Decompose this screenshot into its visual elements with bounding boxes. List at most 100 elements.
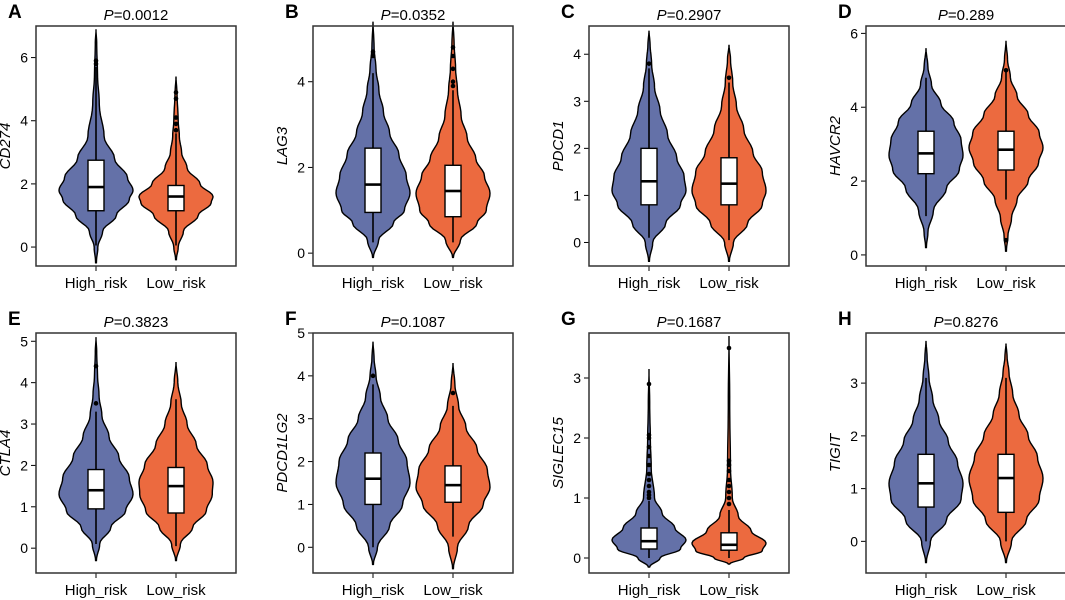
p-value-title: P=0.8276 bbox=[934, 314, 999, 331]
outlier-point bbox=[1003, 68, 1009, 73]
p-value-title: P=0.1087 bbox=[381, 314, 446, 331]
y-tick-label: 0 bbox=[20, 239, 28, 255]
y-tick-label: 4 bbox=[20, 375, 28, 391]
y-tick-label: 3 bbox=[850, 375, 858, 391]
box bbox=[720, 532, 738, 551]
y-tick-label: 2 bbox=[20, 457, 28, 473]
outlier-point bbox=[93, 58, 99, 64]
outlier-point bbox=[726, 462, 732, 468]
outlier-point bbox=[370, 373, 376, 379]
outlier-point bbox=[173, 90, 179, 95]
y-tick-label: 2 bbox=[850, 173, 858, 189]
p-symbol: P bbox=[938, 7, 948, 24]
p-symbol: P bbox=[934, 314, 944, 331]
box bbox=[364, 147, 382, 214]
violin-low-risk bbox=[415, 21, 491, 259]
y-tick-label: 0 bbox=[850, 247, 858, 263]
x-category-label: Low_risk bbox=[699, 582, 759, 599]
outlier-point bbox=[173, 121, 179, 127]
panel-c: C P=0.2907 PDCD1 0 1 2 3 4 High_risk Low_risk bbox=[550, 2, 790, 292]
y-tick-label: 1 bbox=[297, 496, 305, 512]
y-tick-label: 3 bbox=[573, 370, 581, 386]
y-tick-label: 1 bbox=[850, 481, 858, 497]
violin-high-risk bbox=[611, 369, 687, 568]
outlier-point bbox=[450, 390, 456, 396]
outlier-point bbox=[93, 363, 99, 369]
y-tick-label: 4 bbox=[20, 113, 28, 129]
panel-letter: H bbox=[838, 309, 852, 330]
outlier-point bbox=[93, 401, 99, 406]
x-category-label: High_risk bbox=[618, 275, 681, 292]
violin-low-risk bbox=[968, 343, 1044, 564]
y-tick-label: 1 bbox=[573, 187, 581, 203]
outlier-point bbox=[646, 483, 652, 489]
panel-f: F P=0.1087 PDCD1LG2 0 1 2 3 4 5 High_risk Low_risk bbox=[274, 309, 514, 599]
y-tick-label: 0 bbox=[573, 234, 581, 250]
p-value-title: P=0.1687 bbox=[657, 314, 722, 331]
y-tick-label: 0 bbox=[850, 533, 858, 549]
outlier-point bbox=[726, 483, 732, 489]
violin-low-risk bbox=[691, 336, 767, 565]
outlier-point bbox=[173, 96, 179, 101]
p-value: =0.3823 bbox=[114, 314, 169, 331]
box bbox=[87, 159, 105, 212]
y-tick-label: 0 bbox=[573, 550, 581, 566]
y-tick-label: 2 bbox=[297, 159, 305, 175]
violin-low-risk bbox=[415, 362, 491, 570]
outlier-point bbox=[173, 127, 179, 133]
p-symbol: P bbox=[381, 7, 391, 24]
y-tick-label: 2 bbox=[850, 428, 858, 444]
y-tick-label: 5 bbox=[297, 325, 305, 341]
violin-high-risk bbox=[58, 29, 134, 264]
outlier-point bbox=[726, 345, 732, 351]
panel-e: E P=0.3823 CTLA4 0 1 2 3 4 5 High_risk Low_risk bbox=[0, 309, 237, 599]
y-axis-label: SIGLEC15 bbox=[550, 416, 567, 488]
p-symbol: P bbox=[104, 7, 114, 24]
y-axis-label: CTLA4 bbox=[0, 430, 14, 477]
x-category-label: High_risk bbox=[895, 275, 958, 292]
plot-frame bbox=[35, 332, 237, 574]
p-symbol: P bbox=[381, 314, 391, 331]
plot-frame bbox=[312, 332, 514, 574]
violin-body bbox=[691, 336, 767, 565]
box bbox=[720, 157, 738, 206]
outlier-point bbox=[450, 66, 456, 72]
panel-a: A P=0.0012 CD274 0 2 4 6 High_risk Low_risk bbox=[0, 2, 237, 292]
p-value: =0.8276 bbox=[944, 314, 999, 331]
outlier-point bbox=[646, 432, 652, 438]
plot-frame bbox=[588, 25, 790, 267]
p-value: =0.1687 bbox=[667, 314, 722, 331]
violin-low-risk bbox=[691, 44, 767, 262]
panel-letter: C bbox=[561, 2, 575, 23]
p-value-title: P=0.0012 bbox=[104, 7, 169, 24]
violin-high-risk bbox=[335, 21, 411, 259]
outlier-point bbox=[450, 53, 456, 59]
outlier-point bbox=[646, 489, 652, 495]
violin-low-risk bbox=[138, 361, 214, 562]
y-axis-label: PDCD1LG2 bbox=[274, 413, 291, 493]
y-axis-label: TIGIT bbox=[827, 432, 844, 472]
panel-b: B P=0.0352 LAG3 0 2 4 High_risk Low_risk bbox=[274, 2, 514, 292]
plot-frame bbox=[35, 25, 237, 267]
panel-letter: D bbox=[838, 2, 852, 23]
p-value-title: P=0.3823 bbox=[104, 314, 169, 331]
violin-body bbox=[611, 369, 687, 568]
box bbox=[640, 527, 658, 550]
p-symbol: P bbox=[657, 7, 667, 24]
panel-letter: B bbox=[285, 2, 299, 23]
x-category-label: Low_risk bbox=[423, 582, 483, 599]
p-symbol: P bbox=[104, 314, 114, 331]
panel-letter: E bbox=[8, 309, 21, 330]
y-tick-label: 6 bbox=[850, 25, 858, 41]
box bbox=[167, 184, 185, 212]
y-tick-label: 6 bbox=[20, 50, 28, 66]
violin-high-risk bbox=[888, 340, 964, 564]
outlier-point bbox=[726, 501, 732, 507]
p-value: =0.1087 bbox=[391, 314, 446, 331]
y-tick-label: 2 bbox=[20, 176, 28, 192]
box bbox=[997, 453, 1015, 514]
outlier-point bbox=[370, 49, 376, 55]
x-category-label: Low_risk bbox=[699, 275, 759, 292]
x-category-label: Low_risk bbox=[146, 275, 206, 292]
p-value-title: P=0.289 bbox=[938, 7, 994, 24]
